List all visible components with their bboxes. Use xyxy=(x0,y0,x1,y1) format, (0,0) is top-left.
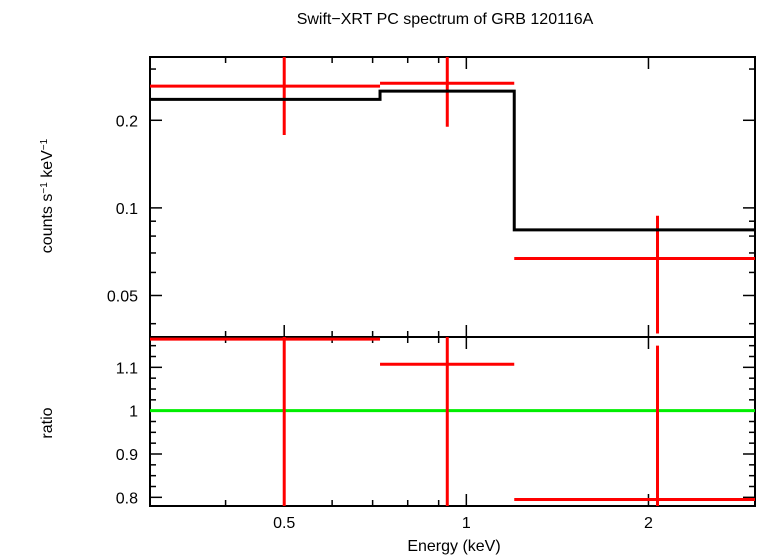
y-tick-label: 0.05 xyxy=(107,288,138,305)
x-axis-label: Energy (keV) xyxy=(407,538,500,555)
y-label-sup-2: −1 xyxy=(39,138,50,150)
y-tick-label: 0.2 xyxy=(116,113,138,130)
x-tick-label: 2 xyxy=(644,515,653,532)
x-tick-label: 1 xyxy=(462,515,471,532)
y-tick-label: 0.1 xyxy=(116,201,138,218)
x-tick-label: 0.5 xyxy=(273,515,295,532)
y-tick-label: 1.1 xyxy=(116,360,138,377)
panel-frame-ratio xyxy=(149,336,756,507)
model-step-line xyxy=(150,89,755,232)
y-tick-label: 0.8 xyxy=(116,490,138,507)
bottom-y-axis-label: ratio xyxy=(39,407,56,438)
plot-layer: 0.05 0.1 0.2 0.8 0.9 1 1.1 0.5 1 2 xyxy=(107,56,756,532)
chart-title: Swift−XRT PC spectrum of GRB 120116A xyxy=(297,11,594,28)
y-tick-label: 1 xyxy=(129,404,138,421)
y-tick-label: 0.9 xyxy=(116,447,138,464)
y-label-mid: keV xyxy=(39,150,56,182)
y-label-sup-1: −1 xyxy=(39,182,50,194)
y-label-main: counts s xyxy=(39,194,56,254)
top-y-axis-label: counts s−1 keV−1 xyxy=(39,138,57,253)
